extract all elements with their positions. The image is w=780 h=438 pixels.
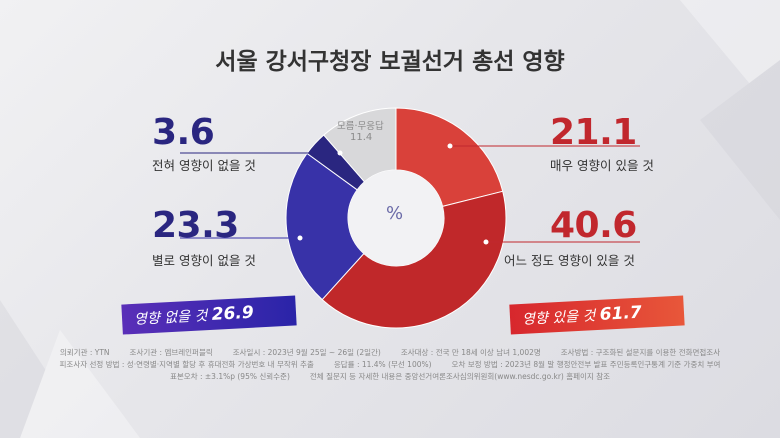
badge-effect-text: 영향 있을 것 (521, 308, 596, 328)
label-some-effect: 어느 정도 영향이 있을 것 (504, 253, 635, 268)
footer-line-3: 표본오차 : ±3.1%p (95% 신뢰수준) 전체 질문지 등 자세한 내용은… (40, 371, 740, 383)
footer-line-1: 의뢰기관 : YTN 조사기관 : 엠브레인퍼블릭 조사일시 : 2023년 9월 … (40, 347, 740, 359)
badge-no-effect-text: 영향 없을 것 (133, 308, 208, 328)
leader-dot-3 (483, 239, 489, 245)
leader-dot-2 (447, 143, 453, 149)
footer-item: 조사기관 : 엠브레인퍼블릭 (129, 348, 213, 357)
footer-item: 조사대상 : 전국 만 18세 이상 남녀 1,002명 (400, 348, 541, 357)
footer-item: 피조사자 선정 방법 : 성·연령별·지역별 할당 후 휴대전화 가상번호 내 … (59, 360, 314, 369)
leader-dot-1 (297, 235, 303, 241)
value-great-effect: 21.1 (550, 112, 637, 153)
badge-no-effect-value: 26.9 (211, 302, 255, 325)
value-little-effect: 23.3 (152, 205, 239, 246)
value-some-effect: 40.6 (550, 205, 637, 246)
label-great-effect: 매우 영향이 있을 것 (550, 158, 654, 173)
chart-title: 서울 강서구청장 보궐선거 총선 영향 (215, 49, 565, 75)
footer-item: 전체 질문지 등 자세한 내용은 중앙선거여론조사심의위원회(www.nesdc… (309, 372, 610, 381)
label-no-effect-at-all: 전혀 영향이 없을 것 (152, 158, 256, 173)
footer-line-2: 피조사자 선정 방법 : 성·연령별·지역별 할당 후 휴대전화 가상번호 내 … (40, 359, 740, 371)
footer-item: 조사일시 : 2023년 9월 25일 ~ 26일 (2일간) (232, 348, 381, 357)
footer-item: 의뢰기관 : YTN (59, 348, 110, 357)
footer-item: 표본오차 : ±3.1%p (95% 신뢰수준) (170, 372, 290, 381)
footer-item: 오차 보정 방법 : 2023년 8월 말 행정안전부 발표 주민등록인구통계 … (451, 360, 721, 369)
donut-hole (348, 170, 444, 266)
center-percent-label: % (386, 203, 404, 224)
label-unknown: 모름·무응답 (337, 121, 384, 132)
leader-dot-0 (337, 150, 343, 156)
value-unknown: 11.4 (350, 132, 373, 143)
badge-effect-value: 61.7 (599, 302, 643, 325)
value-no-effect-at-all: 3.6 (152, 112, 215, 153)
footer-item: 조사방법 : 구조화된 설문지를 이용한 전화면접조사 (560, 348, 721, 357)
footer-item: 응답률 : 11.4% (무선 100%) (333, 360, 432, 369)
label-little-effect: 별로 영향이 없을 것 (152, 253, 256, 268)
